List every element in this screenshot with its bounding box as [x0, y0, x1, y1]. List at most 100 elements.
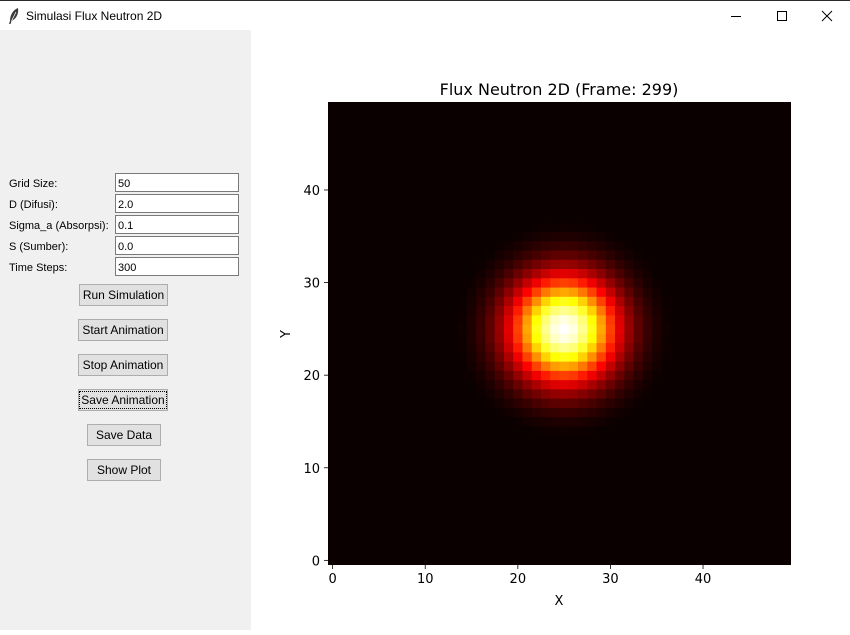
heatmap-cell [615, 277, 625, 288]
heatmap-cell [531, 305, 542, 316]
heatmap-cell [476, 305, 486, 316]
heatmap-cell [605, 352, 616, 362]
run-simulation-label: Run Simulation [82, 288, 165, 302]
time-steps-label: Time Steps: [9, 262, 68, 274]
heatmap-cell [652, 361, 662, 371]
maximize-button[interactable] [759, 1, 805, 30]
heatmap-cell [540, 314, 551, 325]
time-steps-input[interactable] [115, 257, 239, 276]
heatmap-cell [485, 370, 496, 381]
x-tick-label: 20 [510, 572, 527, 587]
heatmap-cell [596, 361, 607, 371]
heatmap-cell [568, 435, 579, 445]
heatmap-cell [578, 379, 588, 390]
heatmap-cell [624, 259, 634, 270]
heatmap-cell [466, 342, 477, 353]
heatmap-cell [596, 296, 607, 307]
heatmap-cell [531, 361, 542, 371]
heatmap-cell [485, 407, 496, 418]
heatmap-cell [605, 389, 616, 399]
heatmap-cell [522, 296, 533, 307]
run-simulation-button[interactable]: Run Simulation [79, 284, 168, 306]
heatmap-cell [624, 296, 634, 307]
heatmap-cell [661, 333, 671, 344]
heatmap-cell [550, 296, 560, 307]
heatmap-cell [605, 287, 616, 297]
heatmap-cell [540, 305, 551, 316]
x-axis-label: X [555, 594, 564, 609]
heatmap-cell [476, 259, 486, 270]
heatmap-cell [494, 314, 505, 325]
heatmap-cell [531, 398, 542, 408]
heatmap-cell [559, 361, 570, 371]
heatmap-cell [540, 333, 551, 344]
heatmap-cell [596, 240, 607, 251]
heatmap-cell [587, 305, 597, 316]
heatmap-cell [503, 342, 514, 353]
save-data-button[interactable]: Save Data [87, 424, 161, 446]
heatmap-cell [652, 352, 662, 362]
heatmap-cell [661, 342, 671, 353]
heatmap-cell [550, 324, 560, 334]
heatmap-cell [615, 268, 625, 279]
heatmap-cell [550, 407, 560, 418]
minimize-button[interactable] [713, 1, 759, 30]
heatmap-cell [466, 333, 477, 344]
grid-size-input[interactable] [115, 173, 239, 192]
heatmap-cell [642, 352, 653, 362]
heatmap-cell [568, 314, 579, 325]
heatmap-cell [615, 361, 625, 371]
heatmap-cell [568, 222, 579, 232]
stop-animation-button[interactable]: Stop Animation [78, 354, 168, 376]
heatmap-cell [578, 342, 588, 353]
heatmap-cell [587, 361, 597, 371]
heatmap-cell [494, 287, 505, 297]
heatmap-cell [624, 277, 634, 288]
heatmap-cell [540, 287, 551, 297]
heatmap-cell [448, 314, 458, 325]
heatmap-cell [559, 389, 570, 399]
heatmap-cell [642, 361, 653, 371]
source-input[interactable] [115, 236, 239, 255]
start-animation-button[interactable]: Start Animation [78, 319, 168, 341]
heatmap-cell [642, 398, 653, 408]
heatmap-cell [494, 259, 505, 270]
show-plot-button[interactable]: Show Plot [87, 459, 161, 481]
heatmap-cell [642, 268, 653, 279]
heatmap-cell [596, 287, 607, 297]
heatmap-cell [568, 305, 579, 316]
diffusion-input[interactable] [115, 194, 239, 213]
heatmap-cell [503, 268, 514, 279]
heatmap-cell [578, 324, 588, 334]
x-tick-label: 30 [602, 572, 619, 587]
heatmap-cell [485, 250, 496, 260]
heatmap-cell [513, 231, 523, 242]
heatmap-cell [605, 268, 616, 279]
heatmap-cell [633, 240, 644, 251]
heatmap-cell [661, 352, 671, 362]
heatmap-cell [596, 398, 607, 408]
heatmap-cell [615, 314, 625, 325]
heatmap-cell [476, 296, 486, 307]
heatmap-cell [652, 370, 662, 381]
heatmap-cell [587, 287, 597, 297]
y-tick-label: 0 [312, 554, 320, 569]
save-animation-button[interactable]: Save Animation [78, 389, 168, 411]
heatmap-cell [513, 407, 523, 418]
heatmap-cell [513, 389, 523, 399]
close-button[interactable] [804, 1, 850, 30]
heatmap-cell [605, 370, 616, 381]
heatmap-cell [550, 305, 560, 316]
heatmap-cell [513, 268, 523, 279]
heatmap-cell [624, 389, 634, 399]
heatmap-cell [578, 361, 588, 371]
heatmap-cell [615, 259, 625, 270]
heatmap-cell [513, 426, 523, 436]
absorption-input[interactable] [115, 215, 239, 234]
heatmap-cell [587, 342, 597, 353]
heatmap-cell [652, 333, 662, 344]
heatmap-cell [624, 314, 634, 325]
heatmap-cell [605, 222, 616, 232]
heatmap-cell [466, 296, 477, 307]
heatmap-cell [568, 352, 579, 362]
